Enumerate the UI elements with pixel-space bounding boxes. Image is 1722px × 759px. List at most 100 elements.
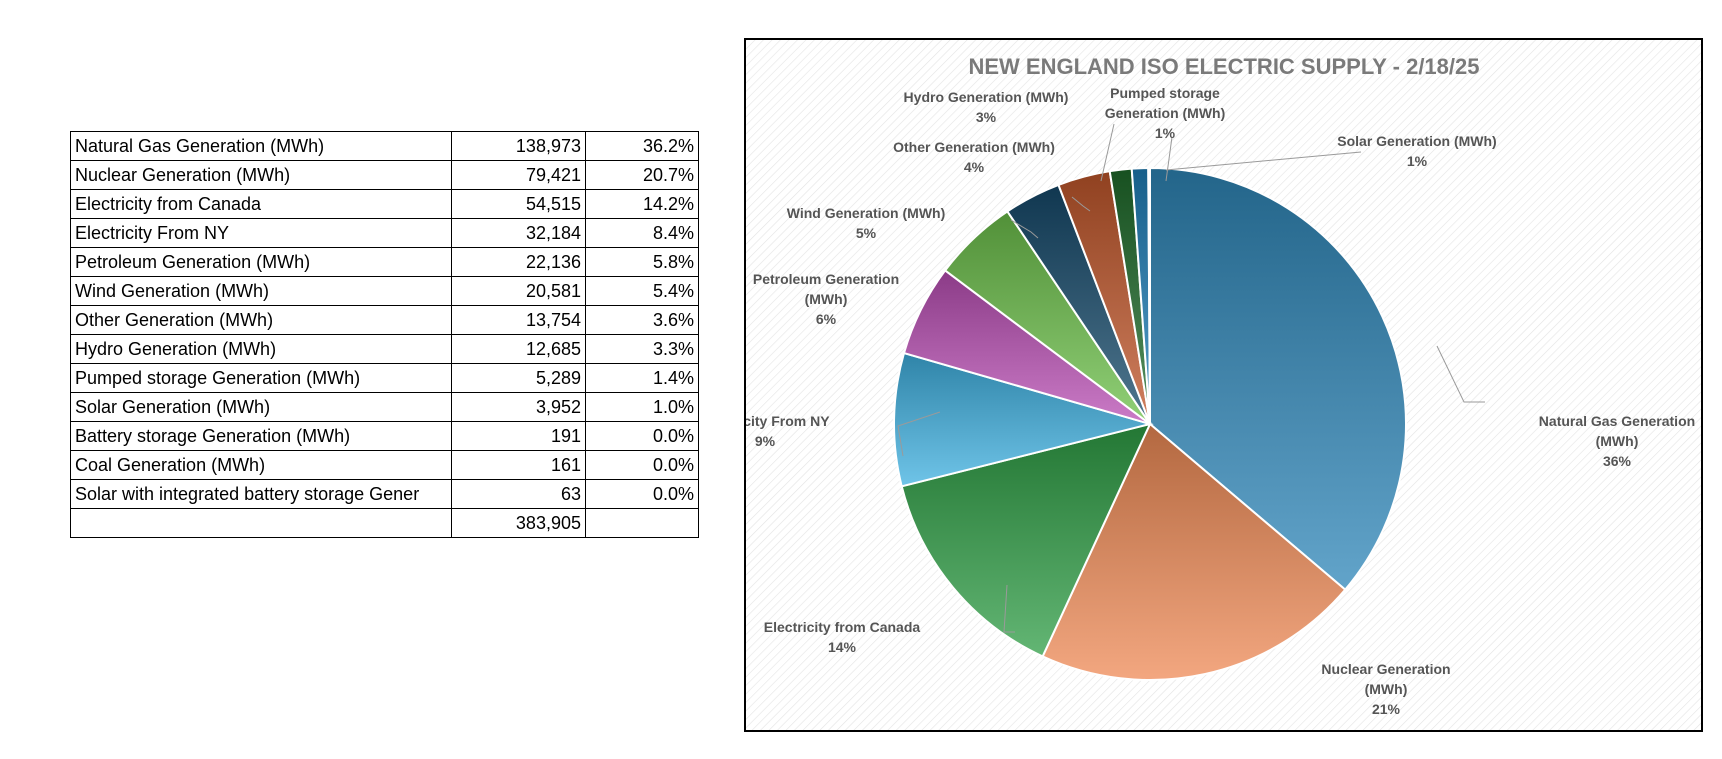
- table-cell-label: Electricity from Canada: [70, 189, 452, 219]
- table-cell-percent: 1.0%: [585, 392, 699, 422]
- table-cell-label: Natural Gas Generation (MWh): [70, 131, 452, 161]
- table-cell-label: Other Generation (MWh): [70, 305, 452, 335]
- table-cell-value: 22,136: [451, 247, 586, 277]
- table-row: Pumped storage Generation (MWh) 5,289 1.4%: [70, 363, 699, 393]
- slice-percent-label: 9%: [755, 433, 776, 449]
- table-row: Battery storage Generation (MWh) 191 0.0%: [70, 421, 699, 451]
- table-cell-percent: 36.2%: [585, 131, 699, 161]
- slice-label: Wind Generation (MWh) 5%: [787, 205, 946, 241]
- slice-name-label: Solar Generation (MWh): [1337, 133, 1496, 149]
- table-cell-value: 138,973: [451, 131, 586, 161]
- slice-name-label: Pumped storage: [1110, 85, 1220, 101]
- slice-name-label: Electricity From NY: [746, 413, 830, 429]
- leader-line: [1165, 151, 1362, 171]
- slice-labels: Natural Gas Generation (MWh) 36% Nuclear Ge…: [746, 85, 1695, 717]
- table-cell-value: 54,515: [451, 189, 586, 219]
- table-row: Coal Generation (MWh) 161 0.0%: [70, 450, 699, 480]
- table-cell-label: Electricity From NY: [70, 218, 452, 248]
- table-cell-label: Nuclear Generation (MWh): [70, 160, 452, 190]
- table-cell-percent: 5.4%: [585, 276, 699, 306]
- table-cell-label: Hydro Generation (MWh): [70, 334, 452, 364]
- leader-line: [1003, 584, 1015, 633]
- table-row: Other Generation (MWh) 13,754 3.6%: [70, 305, 699, 335]
- slice-percent-label: 14%: [828, 639, 857, 655]
- table-cell-percent: 8.4%: [585, 218, 699, 248]
- table-cell-percent: 0.0%: [585, 479, 699, 509]
- slice-percent-label: 4%: [964, 159, 985, 175]
- pie-slice: [900, 422, 1152, 658]
- table-total-blank: [70, 508, 452, 538]
- slice-label: Pumped storage Generation (MWh) 1%: [1105, 85, 1226, 141]
- leader-line: [1010, 219, 1039, 239]
- table-total-value: 383,905: [451, 508, 586, 538]
- table-cell-percent: 20.7%: [585, 160, 699, 190]
- leader-line: [1071, 196, 1091, 212]
- data-table: Natural Gas Generation (MWh) 138,973 36.2%…: [70, 131, 699, 538]
- pie-slice: [893, 351, 1154, 488]
- table-cell-value: 161: [451, 450, 586, 480]
- table-cell-label: Pumped storage Generation (MWh): [70, 363, 452, 393]
- slice-percent-label: 6%: [816, 311, 837, 327]
- table-row: Hydro Generation (MWh) 12,685 3.3%: [70, 334, 699, 364]
- table-cell-percent: 0.0%: [585, 450, 699, 480]
- leader-line: [1436, 345, 1485, 403]
- table-cell-label: Solar with integrated battery storage Ge…: [70, 479, 452, 509]
- table-cell-value: 32,184: [451, 218, 586, 248]
- pie-slice: [1149, 166, 1407, 592]
- slice-label: Solar Generation (MWh) 1%: [1337, 133, 1496, 169]
- leader-line: [897, 411, 941, 457]
- slice-name-label: Wind Generation (MWh): [787, 205, 946, 221]
- table-cell-percent: 1.4%: [585, 363, 699, 393]
- table-cell-label: Petroleum Generation (MWh): [70, 247, 452, 277]
- table-cell-label: Coal Generation (MWh): [70, 450, 452, 480]
- table-row: Nuclear Generation (MWh) 79,421 20.7%: [70, 160, 699, 190]
- table-row: Electricity from Canada 54,515 14.2%: [70, 189, 699, 219]
- pie-slices: [893, 166, 1407, 681]
- table-cell-percent: 3.3%: [585, 334, 699, 364]
- slice-label: Hydro Generation (MWh) 3%: [904, 89, 1069, 125]
- slice-percent-label: 36%: [1603, 453, 1632, 469]
- slice-label: Petroleum Generation (MWh) 6%: [753, 271, 899, 327]
- slice-label: Other Generation (MWh) 4%: [893, 139, 1055, 175]
- slice-percent-label: 5%: [856, 225, 877, 241]
- slice-name-label: (MWh): [1596, 433, 1639, 449]
- table-row: Solar Generation (MWh) 3,952 1.0%: [70, 392, 699, 422]
- leader-line: [1165, 136, 1173, 182]
- slice-name-label: (MWh): [805, 291, 848, 307]
- table-cell-percent: 3.6%: [585, 305, 699, 335]
- table-cell-value: 191: [451, 421, 586, 451]
- slice-label: Electricity From NY 9%: [746, 413, 830, 449]
- pie-chart: NEW ENGLAND ISO ELECTRIC SUPPLY - 2/18/2…: [744, 38, 1703, 732]
- leader-line: [1100, 123, 1115, 182]
- slice-name-label: Nuclear Generation: [1321, 661, 1450, 677]
- slice-percent-label: 3%: [976, 109, 997, 125]
- table-cell-label: Battery storage Generation (MWh): [70, 421, 452, 451]
- slice-percent-label: 1%: [1407, 153, 1428, 169]
- table-cell-value: 20,581: [451, 276, 586, 306]
- table-row: Wind Generation (MWh) 20,581 5.4%: [70, 276, 699, 306]
- leader-lines: [897, 123, 1485, 633]
- slice-percent-label: 1%: [1155, 125, 1176, 141]
- slice-name-label: Other Generation (MWh): [893, 139, 1055, 155]
- slice-name-label: Electricity from Canada: [764, 619, 921, 635]
- slice-label: Natural Gas Generation (MWh) 36%: [1539, 413, 1695, 469]
- table-cell-label: Wind Generation (MWh): [70, 276, 452, 306]
- table-cell-value: 63: [451, 479, 586, 509]
- table-cell-percent: 14.2%: [585, 189, 699, 219]
- table-cell-percent: 5.8%: [585, 247, 699, 277]
- slice-name-label: Generation (MWh): [1105, 105, 1226, 121]
- table-row: Natural Gas Generation (MWh) 138,973 36.2%: [70, 131, 699, 161]
- pie-chart-svg: NEW ENGLAND ISO ELECTRIC SUPPLY - 2/18/2…: [746, 40, 1701, 730]
- slice-name-label: (MWh): [1365, 681, 1408, 697]
- table-cell-value: 3,952: [451, 392, 586, 422]
- table-total-blank: [585, 508, 699, 538]
- table-row: Electricity From NY 32,184 8.4%: [70, 218, 699, 248]
- table-cell-percent: 0.0%: [585, 421, 699, 451]
- table-row: Petroleum Generation (MWh) 22,136 5.8%: [70, 247, 699, 277]
- table-total-row: 383,905: [70, 508, 699, 538]
- slice-label: Electricity from Canada 14%: [764, 619, 921, 655]
- table-cell-value: 5,289: [451, 363, 586, 393]
- table-cell-value: 13,754: [451, 305, 586, 335]
- chart-title: NEW ENGLAND ISO ELECTRIC SUPPLY - 2/18/2…: [968, 54, 1479, 79]
- table-cell-value: 79,421: [451, 160, 586, 190]
